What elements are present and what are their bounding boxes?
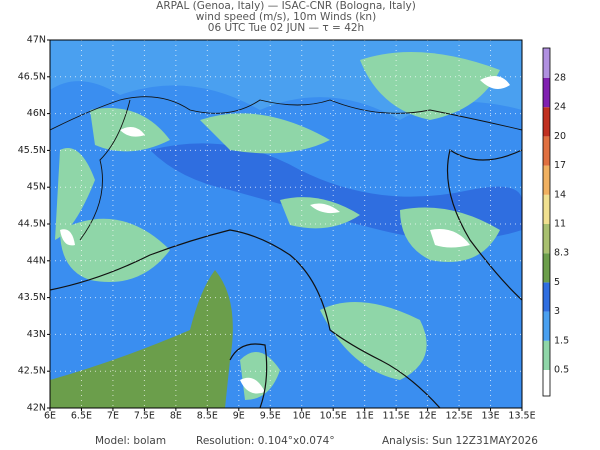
colorbar-segment bbox=[543, 48, 550, 78]
lon-label: 11.5E bbox=[383, 411, 410, 422]
lon-label: 13.5E bbox=[508, 411, 535, 422]
lon-label: 6E bbox=[44, 411, 56, 422]
lat-label: 45N bbox=[27, 182, 46, 193]
lon-label: 12.5E bbox=[445, 411, 472, 422]
coastline bbox=[50, 96, 522, 408]
colorbar-label: 5 bbox=[554, 277, 560, 288]
colorbar-segment bbox=[543, 282, 550, 312]
colorbar-label: 8.3 bbox=[554, 248, 569, 259]
colorbar-segment bbox=[543, 107, 550, 137]
colorbar-label: 24 bbox=[554, 102, 566, 113]
lat-label: 44.5N bbox=[18, 219, 46, 230]
colorbar: 0.5 1.5 3 5 8.3 11 14 17 20 24 28 bbox=[542, 47, 569, 397]
footer-analysis: Analysis: Sun 12Z31MAY2026 bbox=[382, 435, 538, 447]
colorbar-label: 14 bbox=[554, 189, 566, 200]
lat-label: 46N bbox=[27, 108, 46, 119]
lon-label: 6.5E bbox=[71, 411, 92, 422]
lon-label: 8E bbox=[170, 411, 182, 422]
lon-label: 8.5E bbox=[197, 411, 218, 422]
colorbar-label: 11 bbox=[554, 219, 566, 230]
colorbar-label: 20 bbox=[554, 131, 566, 142]
lat-label: 46.5N bbox=[18, 71, 46, 82]
lon-label: 10E bbox=[293, 411, 311, 422]
lat-label: 43N bbox=[27, 329, 46, 340]
lon-label: 7.5E bbox=[134, 411, 155, 422]
lon-label: 9E bbox=[233, 411, 245, 422]
lat-label: 45.5N bbox=[18, 145, 46, 156]
colorbar-label: 3 bbox=[554, 306, 560, 317]
colorbar-segment bbox=[543, 370, 550, 396]
lon-label: 12E bbox=[419, 411, 437, 422]
lat-label: 43.5N bbox=[18, 292, 46, 303]
lat-label: 42N bbox=[27, 403, 46, 414]
lon-label: 9.5E bbox=[260, 411, 281, 422]
colorbar-label: 0.5 bbox=[554, 365, 569, 376]
header-line: ARPAL (Genoa, Italy) — ISAC-CNR (Bologna… bbox=[156, 0, 416, 12]
colorbar-segment bbox=[543, 224, 550, 254]
header-line: 06 UTC Tue 02 JUN — τ = 42h bbox=[208, 22, 364, 34]
lon-label: 11E bbox=[356, 411, 374, 422]
colorbar-segment bbox=[543, 311, 550, 341]
lat-label: 47N bbox=[27, 35, 46, 46]
lon-label: 10.5E bbox=[320, 411, 347, 422]
colorbar-label: 1.5 bbox=[554, 335, 569, 346]
footer-model: Model: bolam bbox=[95, 435, 166, 447]
graticule bbox=[50, 40, 522, 408]
lon-label: 7E bbox=[107, 411, 119, 422]
colorbar-segment bbox=[543, 165, 550, 195]
colorbar-segment bbox=[543, 136, 550, 166]
lat-label: 42.5N bbox=[18, 366, 46, 377]
lon-label: 13E bbox=[481, 411, 499, 422]
colorbar-segment bbox=[543, 253, 550, 283]
header-line: wind speed (m/s), 10m Winds (kn) bbox=[196, 11, 376, 23]
field bbox=[50, 40, 522, 408]
colorbar-segment bbox=[543, 78, 550, 108]
colorbar-label: 28 bbox=[554, 73, 566, 84]
colorbar-segment bbox=[543, 194, 550, 224]
colorbar-segment bbox=[543, 340, 550, 370]
colorbar-frame bbox=[542, 47, 551, 397]
lat-label: 44N bbox=[27, 255, 46, 266]
colorbar-label: 17 bbox=[554, 160, 566, 171]
footer-resolution: Resolution: 0.104°x0.074° bbox=[196, 435, 335, 447]
